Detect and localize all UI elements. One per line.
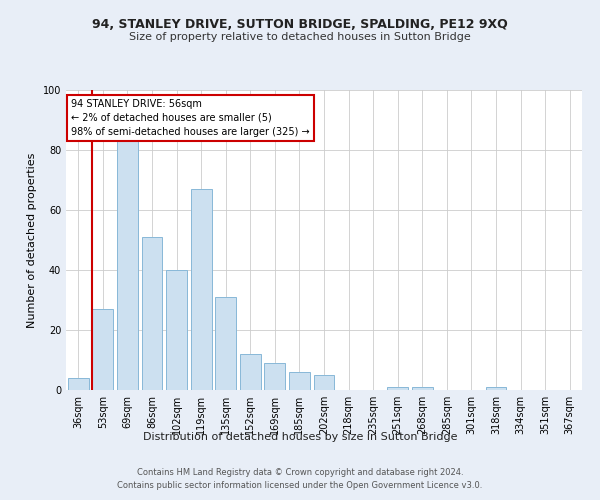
Bar: [485, 387, 506, 390]
Bar: [265, 363, 286, 390]
Bar: [117, 120, 138, 390]
Bar: [314, 375, 334, 390]
Text: Size of property relative to detached houses in Sutton Bridge: Size of property relative to detached ho…: [129, 32, 471, 42]
Bar: [166, 270, 187, 390]
Bar: [142, 237, 163, 390]
Text: Contains public sector information licensed under the Open Government Licence v3: Contains public sector information licen…: [118, 480, 482, 490]
Bar: [387, 387, 408, 390]
Bar: [191, 189, 212, 390]
Bar: [240, 354, 261, 390]
Text: 94 STANLEY DRIVE: 56sqm
← 2% of detached houses are smaller (5)
98% of semi-deta: 94 STANLEY DRIVE: 56sqm ← 2% of detached…: [71, 99, 310, 137]
Bar: [289, 372, 310, 390]
Bar: [215, 297, 236, 390]
Text: Contains HM Land Registry data © Crown copyright and database right 2024.: Contains HM Land Registry data © Crown c…: [137, 468, 463, 477]
Bar: [68, 378, 89, 390]
Bar: [412, 387, 433, 390]
Bar: [92, 309, 113, 390]
Text: Distribution of detached houses by size in Sutton Bridge: Distribution of detached houses by size …: [143, 432, 457, 442]
Text: 94, STANLEY DRIVE, SUTTON BRIDGE, SPALDING, PE12 9XQ: 94, STANLEY DRIVE, SUTTON BRIDGE, SPALDI…: [92, 18, 508, 30]
Y-axis label: Number of detached properties: Number of detached properties: [27, 152, 37, 328]
